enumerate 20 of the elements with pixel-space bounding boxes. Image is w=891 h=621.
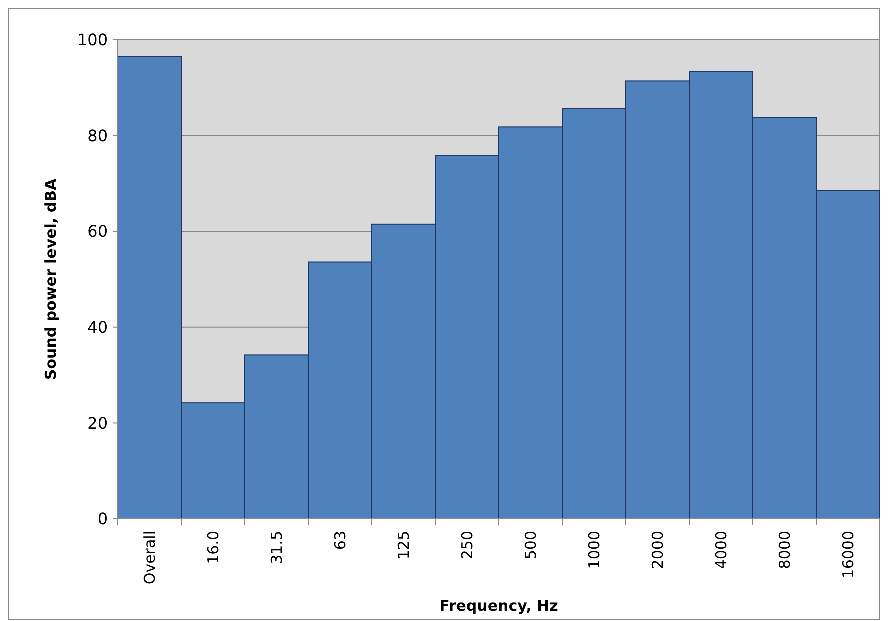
x-tick-label: 250 — [458, 531, 476, 560]
x-tick-label: 63 — [332, 531, 350, 550]
x-tick-label: 16.0 — [204, 531, 222, 564]
y-axis-title: Sound power level, dBA — [42, 178, 60, 380]
x-tick-label: 16000 — [840, 531, 858, 579]
y-tick-label: 0 — [98, 510, 108, 529]
x-tick-label: 8000 — [776, 531, 794, 570]
y-tick-label: 100 — [77, 30, 108, 50]
x-axis-title: Frequency, Hz — [440, 597, 559, 615]
y-tick-label: 20 — [88, 414, 108, 433]
x-tick-label: 500 — [522, 531, 540, 560]
x-tick-label: Overall — [141, 531, 159, 585]
y-tick-label: 60 — [88, 222, 108, 242]
y-tick-label: 40 — [88, 318, 108, 337]
x-tick-label: 31.5 — [268, 531, 286, 564]
y-tick-label: 80 — [88, 126, 108, 146]
x-tick-label: 125 — [395, 531, 413, 560]
x-tick-label: 1000 — [586, 531, 604, 570]
x-tick-label: 4000 — [712, 531, 730, 570]
x-tick-label: 2000 — [649, 531, 667, 570]
